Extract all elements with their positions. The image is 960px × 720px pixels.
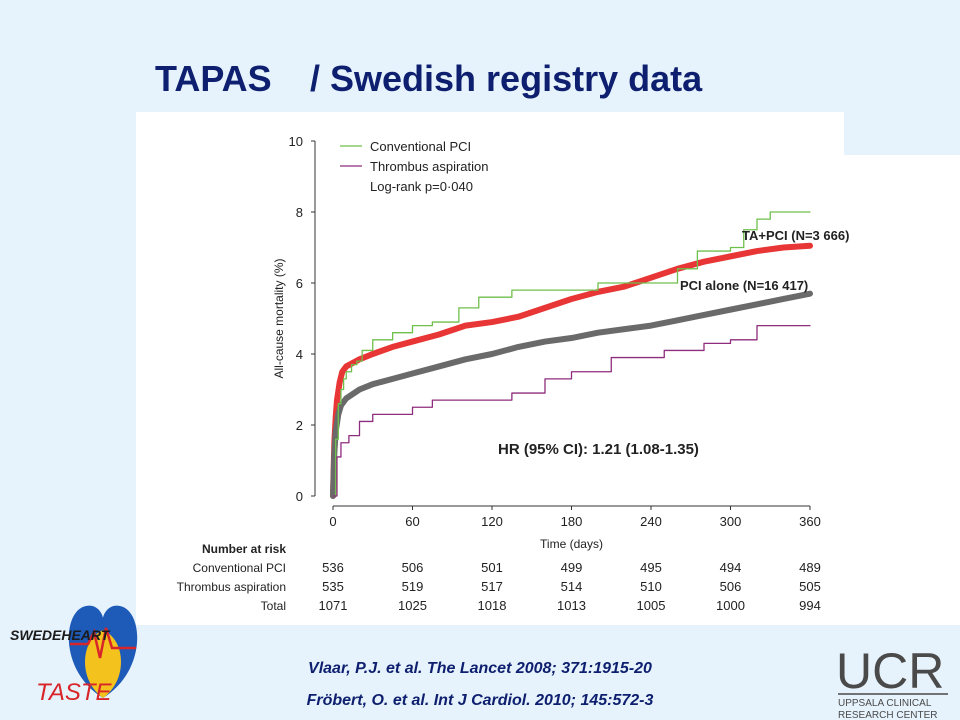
series-thrombus-aspiration: [332, 324, 811, 497]
x-tick-label: 120: [481, 514, 503, 529]
risk-cell: 517: [481, 579, 503, 594]
risk-cell: 510: [640, 579, 662, 594]
legend-logrank: Log-rank p=0·040: [370, 179, 473, 194]
chart-panel: [136, 155, 960, 625]
risk-cell: 1025: [398, 598, 427, 613]
ucr-letters: UCR: [836, 643, 944, 699]
risk-cell: 1000: [716, 598, 745, 613]
ucr-logo: UCR UPPSALA CLINICAL RESEARCH CENTER: [836, 643, 948, 720]
risk-cell: 506: [402, 560, 424, 575]
x-tick-label: 180: [561, 514, 583, 529]
risk-cell: 994: [799, 598, 821, 613]
x-tick-label: 0: [329, 514, 336, 529]
y-tick-label: 6: [296, 276, 303, 291]
risk-cell: 535: [322, 579, 344, 594]
risk-row-label: Conventional PCI: [193, 561, 286, 575]
series-ta-pci-registry: [330, 242, 813, 499]
x-tick-label: 240: [640, 514, 662, 529]
title-registry: / Swedish registry data: [310, 58, 703, 99]
citation-vlaar: Vlaar, P.J. et al. The Lancet 2008; 371:…: [308, 660, 652, 677]
y-tick-label: 2: [296, 418, 303, 433]
taste-text: TASTE: [36, 679, 113, 706]
risk-cell: 501: [481, 560, 503, 575]
ucr-sub1: UPPSALA CLINICAL: [838, 698, 932, 709]
risk-row-label: Thrombus aspiration: [177, 580, 286, 594]
x-tick-label: 60: [405, 514, 419, 529]
risk-cell: 494: [720, 560, 742, 575]
risk-cell: 514: [561, 579, 583, 594]
title-tapas: TAPAS: [155, 58, 272, 99]
swedeheart-text: SWEDEHEART: [10, 627, 111, 643]
risk-cell: 519: [402, 579, 424, 594]
risk-cell: 1071: [319, 598, 348, 613]
risk-cell: 495: [640, 560, 662, 575]
risk-cell: 1005: [637, 598, 666, 613]
ucr-sub2: RESEARCH CENTER: [838, 710, 937, 720]
series-pci-alone-registry: [330, 290, 813, 499]
x-axis-label: Time (days): [540, 537, 603, 551]
annotation-ta-pci: TA+PCI (N=3 666): [742, 228, 849, 243]
series-conventional-pci: [332, 211, 811, 497]
annotation-pci-alone: PCI alone (N=16 417): [680, 278, 808, 293]
x-tick-label: 300: [720, 514, 742, 529]
risk-cell: 506: [720, 579, 742, 594]
citation-frobert: Fröbert, O. et al. Int J Cardiol. 2010; …: [306, 692, 654, 709]
risk-table-title: Number at risk: [202, 542, 286, 556]
risk-cell: 1018: [478, 598, 507, 613]
y-tick-label: 4: [296, 347, 303, 362]
legend-conventional: Conventional PCI: [370, 139, 471, 154]
risk-row-label: Total: [261, 599, 286, 613]
swedeheart-logo: SWEDEHEART TASTE: [10, 605, 138, 706]
pulse-icon: [70, 627, 136, 659]
annotation-hr: HR (95% CI): 1.21 (1.08-1.35): [498, 441, 699, 458]
y-tick-label: 8: [296, 205, 303, 220]
y-tick-label: 10: [289, 134, 303, 149]
risk-cell: 499: [561, 560, 583, 575]
risk-cell: 536: [322, 560, 344, 575]
y-axis-label: All-cause mortality (%): [272, 258, 286, 378]
legend-thrombus: Thrombus aspiration: [370, 159, 489, 174]
y-tick-label: 0: [296, 489, 303, 504]
risk-cell: 489: [799, 560, 821, 575]
risk-cell: 1013: [557, 598, 586, 613]
chart-panel-top: [136, 112, 844, 156]
x-tick-label: 360: [799, 514, 821, 529]
risk-cell: 505: [799, 579, 821, 594]
